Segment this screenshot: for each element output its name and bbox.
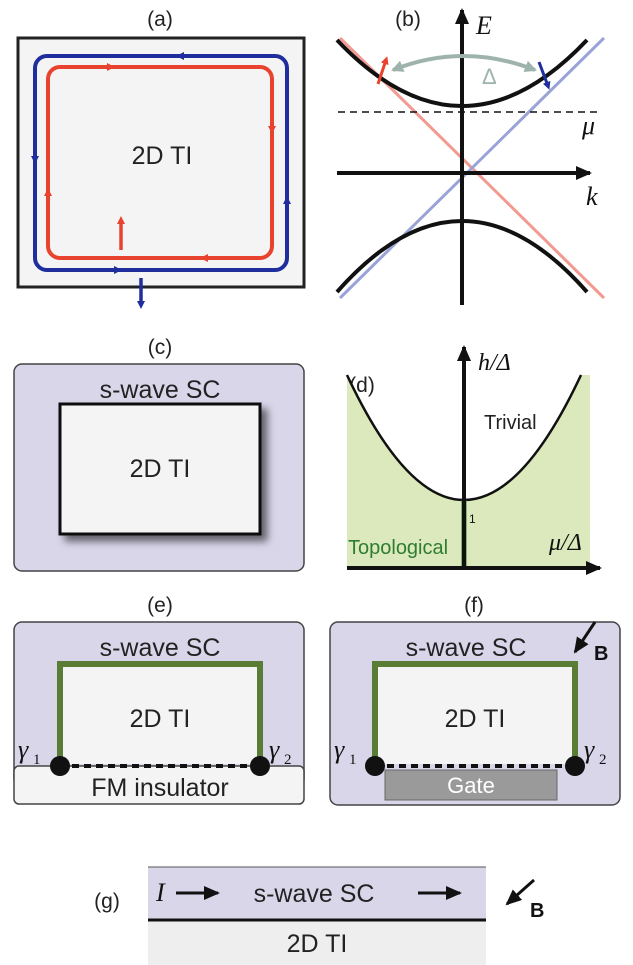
trivial-label: Trivial: [484, 412, 537, 434]
sc-label: s-wave SC: [100, 634, 221, 662]
panel-d: (d) 1 h/Δ μ/Δ Trivial Topological: [345, 345, 602, 575]
mu-label: μ: [581, 111, 595, 140]
ti-flake: [375, 664, 575, 764]
ti-label: 2D TI: [287, 930, 348, 958]
ti-strip: [148, 921, 486, 965]
panel-a: (a) 2D TI: [16, 8, 306, 309]
momentum-axis-label: k: [586, 182, 598, 211]
gamma-left-symbol: γ: [18, 735, 29, 764]
magnetic-field-arrow: [505, 878, 535, 906]
panel-f: (f) Gate s-wave SC 2D TI B γ 1 γ 2: [329, 594, 621, 806]
fm-insulator-label: FM insulator: [91, 774, 229, 802]
spin-marker-red: [376, 56, 389, 85]
panel-a-label: (a): [147, 8, 173, 31]
gap-symbol: Δ: [482, 64, 497, 89]
panel-e: (e) FM insulator s-wave SC 2D TI γ 1 γ 2: [13, 594, 305, 805]
panel-f-label: (f): [464, 594, 484, 617]
gate-electrode: [384, 769, 558, 801]
red-edge-channel: [46, 65, 274, 260]
mu-axis-label: μ/Δ: [548, 530, 582, 556]
gamma-right-subscript: 2: [284, 752, 292, 768]
panel-c: (c) s-wave SC 2D TI: [13, 336, 305, 572]
magnetic-field-label: B: [594, 643, 608, 665]
panel-g-label: (g): [94, 890, 120, 913]
gamma-left-subscript: 1: [33, 752, 41, 768]
gamma-right-symbol: γ: [269, 735, 280, 764]
dirac-line-blue: [338, 36, 606, 300]
ti-label: 2D TI: [130, 455, 191, 483]
current-symbol: I: [155, 878, 166, 907]
gate-label: Gate: [447, 773, 495, 798]
ti-sample-box: [16, 36, 306, 289]
panel-b: (b) Δ E k μ: [335, 8, 606, 305]
topological-label: Topological: [348, 537, 448, 559]
majorana-mode-left: [50, 756, 70, 776]
magnetic-field-arrow: [573, 621, 597, 654]
ti-flake: [60, 664, 260, 764]
gap-double-arrow: [391, 54, 537, 72]
panel-e-label: (e): [147, 594, 173, 617]
topological-region: [347, 375, 590, 568]
sc-label: s-wave SC: [254, 880, 375, 908]
helical-edge-green: [372, 661, 578, 764]
gamma-right-symbol: γ: [584, 735, 595, 764]
ti-flake: [58, 402, 262, 536]
intercept-tick-label: 1: [469, 512, 476, 526]
ti-label: 2D TI: [130, 705, 191, 733]
panel-g: (g) I s-wave SC 2D TI B: [94, 866, 544, 965]
panel-b-label: (b): [395, 8, 421, 31]
sc-label: s-wave SC: [100, 376, 221, 404]
ti-label: 2D TI: [132, 142, 193, 170]
majorana-mode-right: [250, 756, 270, 776]
helical-edge-green: [57, 661, 263, 764]
energy-axis-label: E: [475, 11, 492, 40]
gamma-right-subscript: 2: [599, 752, 607, 768]
ti-label: 2D TI: [445, 705, 506, 733]
gamma-left-symbol: γ: [334, 735, 345, 764]
majorana-mode-right: [565, 756, 585, 776]
majorana-mode-left: [365, 756, 385, 776]
gamma-left-subscript: 1: [349, 752, 357, 768]
sc-label: s-wave SC: [406, 634, 527, 662]
magnetic-field-label: B: [530, 900, 544, 922]
field-axis-label: h/Δ: [478, 350, 511, 376]
panel-c-label: (c): [148, 336, 173, 359]
spin-marker-blue: [537, 61, 551, 90]
